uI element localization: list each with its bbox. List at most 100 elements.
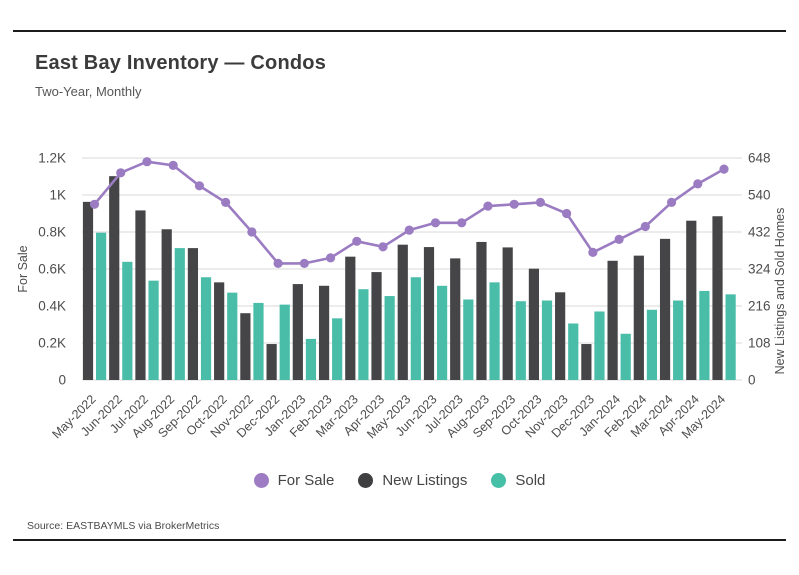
bar-sold bbox=[227, 292, 238, 380]
for-sale-point bbox=[614, 234, 624, 244]
for-sale-point bbox=[221, 197, 231, 207]
for-sale-legend-dot-icon bbox=[253, 473, 269, 488]
bar-new-listings bbox=[633, 255, 644, 380]
bar-sold bbox=[673, 300, 684, 380]
bottom-rule bbox=[13, 539, 786, 541]
left-axis-tick-label: 1K bbox=[49, 188, 66, 203]
bar-sold bbox=[200, 277, 212, 380]
for-sale-point bbox=[142, 157, 152, 167]
for-sale-point bbox=[404, 225, 414, 235]
bar-new-listings bbox=[450, 258, 461, 380]
chart-legend: For Sale New Listings Sold bbox=[0, 472, 799, 489]
bar-sold bbox=[725, 294, 736, 380]
bar-new-listings bbox=[292, 284, 303, 380]
bar-new-listings bbox=[502, 247, 513, 380]
right-axis-tick-label: 108 bbox=[748, 336, 771, 351]
bar-new-listings bbox=[240, 313, 251, 380]
legend-label: Sold bbox=[515, 472, 546, 489]
left-axis-tick-label: 0 bbox=[58, 373, 66, 388]
bar-sold bbox=[541, 300, 553, 380]
bar-sold bbox=[699, 290, 710, 380]
bar-new-listings bbox=[607, 260, 618, 380]
right-axis-tick-label: 540 bbox=[748, 188, 771, 203]
for-sale-point bbox=[535, 197, 546, 207]
right-axis-tick-label: 0 bbox=[748, 373, 756, 388]
bar-sold bbox=[410, 277, 421, 380]
for-sale-point bbox=[457, 218, 467, 228]
for-sale-point bbox=[693, 179, 703, 189]
left-axis-tick-label: 0.2K bbox=[38, 336, 66, 351]
for-sale-point bbox=[509, 199, 519, 209]
left-axis-tick-label: 1.2K bbox=[38, 151, 66, 166]
bar-sold bbox=[174, 248, 185, 380]
for-sale-point bbox=[719, 164, 729, 174]
left-axis-tick-label: 0.8K bbox=[38, 225, 66, 240]
bar-sold bbox=[332, 318, 343, 380]
bar-sold bbox=[489, 282, 500, 380]
legend-item-sold: Sold bbox=[491, 472, 545, 489]
sold-legend-dot-icon bbox=[491, 473, 507, 488]
inventory-combo-chart: 0 0 0.2K 108 0.4K 216 0.6K 324 0.8K 432 1K 540 1.2K 6… bbox=[16, 151, 787, 442]
left-axis-title: For Sale bbox=[16, 245, 30, 292]
bar-sold bbox=[646, 309, 658, 380]
bar-sold bbox=[96, 232, 107, 380]
for-sale-point bbox=[562, 208, 572, 219]
bar-new-listings bbox=[528, 268, 540, 380]
bar-new-listings bbox=[109, 176, 120, 380]
bar-sold bbox=[305, 338, 317, 380]
right-axis-tick-label: 432 bbox=[748, 225, 771, 240]
bar-new-listings bbox=[423, 247, 435, 380]
for-sale-point bbox=[89, 199, 100, 209]
bar-new-listings bbox=[686, 220, 697, 380]
new-listings-legend-dot-icon bbox=[358, 473, 374, 488]
right-axis-tick-label: 324 bbox=[748, 262, 771, 277]
bar-sold bbox=[148, 280, 159, 380]
for-sale-point bbox=[116, 168, 126, 178]
bar-new-listings bbox=[135, 210, 146, 380]
for-sale-point bbox=[378, 242, 388, 252]
top-rule bbox=[13, 30, 786, 32]
legend-item-new-listings: New Listings bbox=[358, 472, 467, 489]
for-sale-point bbox=[194, 181, 205, 191]
for-sale-point bbox=[352, 236, 362, 246]
for-sale-point bbox=[666, 197, 677, 207]
bar-sold bbox=[436, 285, 448, 380]
bar-sold bbox=[568, 323, 579, 380]
right-axis-tick-label: 216 bbox=[748, 299, 771, 314]
bar-new-listings bbox=[345, 256, 356, 380]
legend-item-for-sale: For Sale bbox=[253, 472, 335, 489]
bar-new-listings bbox=[581, 344, 592, 380]
bar-new-listings bbox=[82, 201, 94, 380]
bar-sold bbox=[122, 261, 133, 380]
bar-sold bbox=[384, 296, 395, 380]
bar-sold bbox=[358, 289, 369, 380]
page-title: East Bay Inventory — Condos bbox=[35, 52, 327, 74]
for-sale-point bbox=[168, 160, 178, 170]
for-sale-point bbox=[273, 258, 283, 268]
bar-new-listings bbox=[397, 244, 408, 380]
bar-sold bbox=[463, 299, 474, 380]
bar-new-listings bbox=[371, 272, 382, 380]
bar-new-listings bbox=[712, 216, 723, 380]
bar-sold bbox=[620, 333, 631, 380]
bar-new-listings bbox=[555, 292, 566, 380]
legend-label: New Listings bbox=[382, 472, 468, 489]
for-sale-point bbox=[325, 253, 336, 263]
bar-sold bbox=[253, 302, 264, 380]
bar-new-listings bbox=[318, 285, 330, 380]
legend-label: For Sale bbox=[277, 472, 335, 489]
bar-new-listings bbox=[214, 282, 225, 380]
for-sale-point bbox=[247, 227, 257, 237]
for-sale-point bbox=[640, 221, 650, 232]
for-sale-point bbox=[299, 258, 309, 268]
page-subtitle: Two-Year, Monthly bbox=[35, 84, 142, 99]
bar-new-listings bbox=[187, 248, 199, 380]
left-axis-tick-label: 0.6K bbox=[38, 262, 66, 277]
for-sale-point bbox=[430, 218, 441, 228]
bar-sold bbox=[279, 304, 290, 380]
bar-sold bbox=[515, 301, 526, 380]
right-axis-title: New Listings and Sold Homes bbox=[773, 208, 787, 375]
bar-new-listings bbox=[476, 241, 487, 380]
bar-new-listings bbox=[161, 229, 172, 380]
source-note: Source: EASTBAYMLS via BrokerMetrics bbox=[27, 520, 220, 532]
